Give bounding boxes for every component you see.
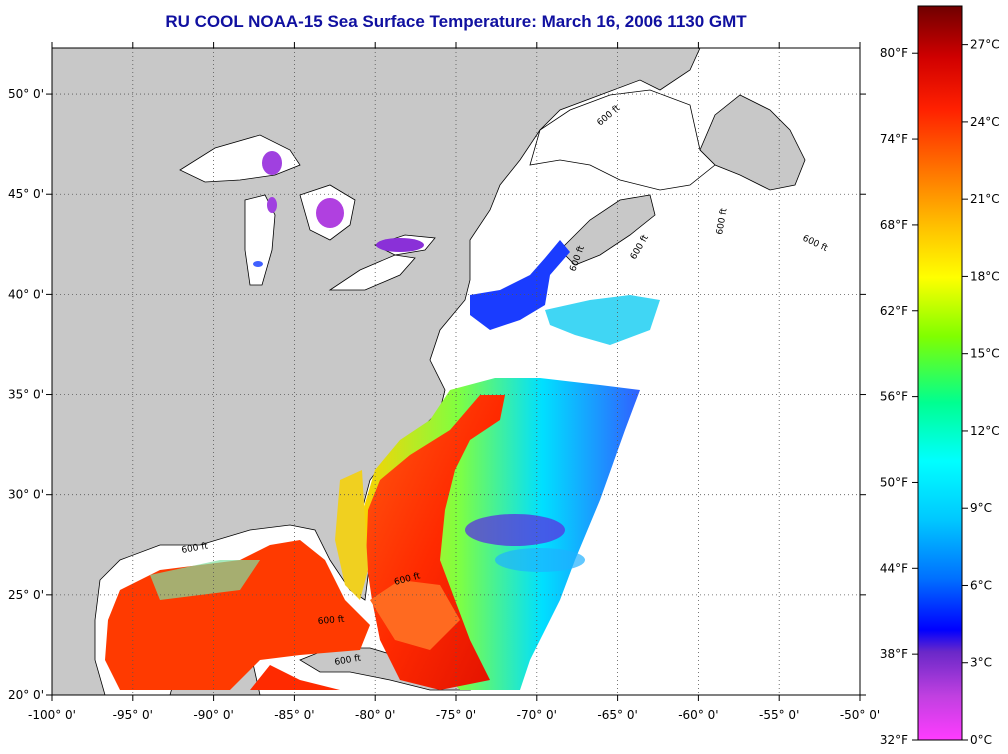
colorbar [917, 5, 963, 741]
contour-label-6: 600 ft [181, 541, 209, 556]
colorbar-c-label: 9°C [970, 501, 992, 515]
colorbar-f-label: 38°F [880, 647, 908, 661]
lon-tick-label: -85° 0' [274, 708, 314, 722]
sst-lake-huron [316, 198, 344, 228]
colorbar-f-label: 50°F [880, 475, 908, 489]
colorbar-f-label: 56°F [880, 390, 908, 404]
lat-tick-label: 20° 0' [8, 688, 44, 702]
graticule [52, 48, 860, 695]
colorbar-c-label: 6°C [970, 578, 992, 592]
colorbar-c-label: 15°C [970, 347, 1000, 361]
colorbar-c-label: 12°C [970, 424, 1000, 438]
colorbar-f-label: 44°F [880, 561, 908, 575]
lat-tick-label: 35° 0' [8, 388, 44, 402]
map-title: RU COOL NOAA-15 Sea Surface Temperature:… [165, 12, 747, 31]
sst-caribbean [250, 665, 340, 690]
sst-shelf-cold [470, 240, 570, 330]
lat-tick-label: 45° 0' [8, 187, 44, 201]
colorbar-c-label: 3°C [970, 656, 992, 670]
sst-cold-eddy [465, 514, 565, 546]
contour-label-7: 600 ft [317, 615, 345, 627]
colorbar-f-label: 74°F [880, 132, 908, 146]
sst-lake-superior [262, 151, 282, 175]
contour-label-9: 600 ft [334, 653, 362, 668]
land-nova-scotia [559, 194, 656, 266]
lon-tick-label: -95° 0' [113, 708, 153, 722]
axis-ticks [46, 42, 866, 701]
colorbar-c-label: 18°C [970, 269, 1000, 283]
lat-tick-label: 25° 0' [8, 588, 44, 602]
contour-label-2: 600 ft [715, 207, 730, 235]
lon-tick-label: -60° 0' [678, 708, 718, 722]
lon-tick-label: -70° 0' [517, 708, 557, 722]
lon-tick-label: -80° 0' [355, 708, 395, 722]
colorbar-f-label: 32°F [880, 733, 908, 747]
colorbar-celsius-labels: 27°C 24°C 21°C 18°C 15°C 12°C 9°C 6°C 3°C 0°C [970, 38, 1000, 747]
sst-bahamas [370, 580, 460, 650]
colorbar-f-label: 80°F [880, 46, 908, 60]
lon-tick-label: -50° 0' [840, 708, 880, 722]
lat-tick-label: 50° 0' [8, 87, 44, 101]
lon-tick-label: -100° 0' [28, 708, 76, 722]
lat-tick-label: 30° 0' [8, 488, 44, 502]
lat-tick-label: 40° 0' [8, 287, 44, 301]
land-newfoundland [699, 94, 806, 191]
lon-tick-label: -75° 0' [436, 708, 476, 722]
latitude-labels: 20° 0' 25° 0' 30° 0' 35° 0' 40° 0' 45° 0' 50° … [8, 87, 44, 702]
lake-michigan [244, 194, 276, 286]
colorbar-c-label: 21°C [970, 192, 1000, 206]
lon-tick-label: -65° 0' [597, 708, 637, 722]
colorbar-f-label: 62°F [880, 304, 908, 318]
lon-tick-label: -55° 0' [759, 708, 799, 722]
colorbar-fahrenheit-labels: 80°F 74°F 68°F 62°F 56°F 50°F 44°F 38°F 32°F [880, 46, 908, 747]
lon-tick-label: -90° 0' [193, 708, 233, 722]
longitude-labels: -100° 0' -95° 0' -90° 0' -85° 0' -80° 0' -75°… [28, 708, 880, 722]
sst-lake-erie [376, 238, 424, 252]
sst-lake-michigan [267, 197, 277, 213]
sst-cool-band [495, 548, 585, 572]
sst-florida-shelf [335, 470, 368, 600]
colorbar-f-label: 68°F [880, 218, 908, 232]
colorbar-c-label: 0°C [970, 733, 992, 747]
sst-gulf-mixed [150, 560, 260, 600]
sst-shelf-cyan [545, 295, 660, 345]
colorbar-c-label: 27°C [970, 38, 1000, 52]
sst-small-lake [253, 261, 263, 267]
colorbar-ticks [912, 44, 968, 741]
lake-erie [328, 254, 416, 291]
colorbar-c-label: 24°C [970, 115, 1000, 129]
